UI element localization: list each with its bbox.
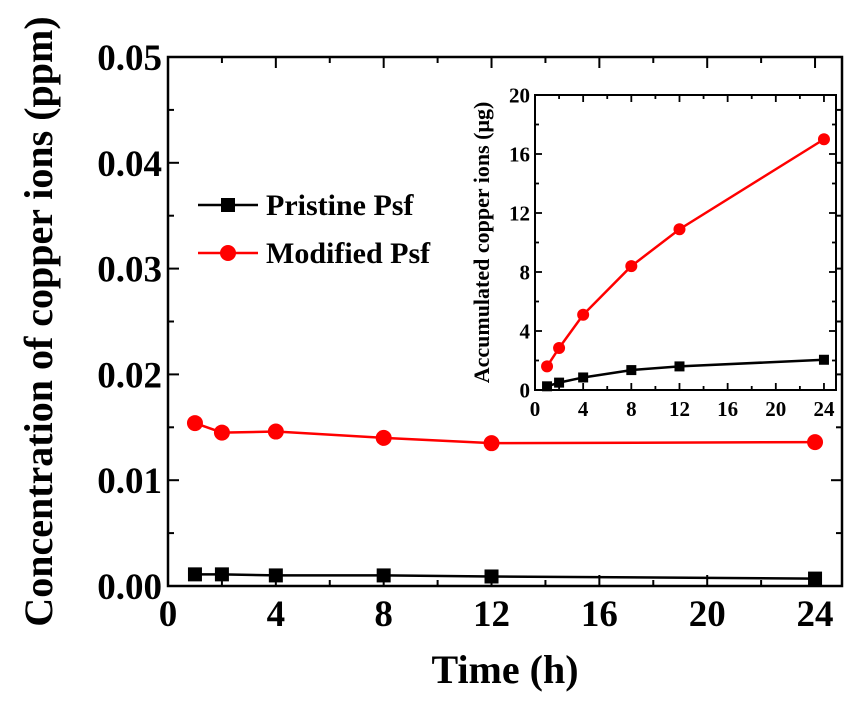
- x-tick-label: 16: [581, 594, 618, 635]
- legend-marker-circle: [220, 245, 236, 261]
- inset-data-point-circle: [817, 133, 830, 146]
- legend-label-0: Pristine Psf: [266, 189, 414, 222]
- inset-data-point-square: [818, 354, 829, 365]
- x-tick-label: 0: [159, 594, 178, 635]
- x-tick-label: 24: [797, 594, 834, 635]
- data-point-circle: [375, 429, 392, 446]
- inset-data-point-circle: [541, 360, 554, 373]
- data-point-square: [187, 567, 202, 582]
- inset-x-tick-label: 20: [765, 397, 786, 421]
- data-point-circle: [186, 415, 203, 432]
- inset-plot-frame: [534, 94, 837, 391]
- legend-label-1: Modified Psf: [266, 237, 431, 270]
- inset-x-tick-label: 8: [626, 397, 637, 421]
- y-tick-label: 0.04: [97, 144, 162, 185]
- inset-x-tick-label: 4: [578, 397, 589, 421]
- x-tick-label: 20: [689, 594, 726, 635]
- y-tick-label: 0.02: [97, 355, 162, 396]
- inset-data-point-square: [674, 361, 685, 372]
- inset-y-tick-label: 8: [520, 260, 531, 284]
- y-tick-label: 0.00: [97, 567, 162, 608]
- data-point-circle: [267, 423, 284, 440]
- inset-x-tick-label: 12: [669, 397, 690, 421]
- inset-data-point-circle: [577, 308, 590, 321]
- inset-x-tick-label: 0: [530, 397, 541, 421]
- x-tick-label: 12: [473, 594, 510, 635]
- y-tick-label: 0.03: [97, 250, 162, 291]
- inset-data-point-square: [578, 372, 589, 383]
- y-tick-label: 0.01: [97, 461, 162, 502]
- inset-y-tick-label: 20: [509, 83, 530, 107]
- inset-data-point-square: [626, 365, 637, 376]
- legend-marker-square: [221, 198, 235, 212]
- data-point-square: [268, 568, 283, 583]
- data-point-square: [484, 569, 499, 584]
- y-tick-label: 0.05: [97, 38, 162, 79]
- data-point-circle: [483, 435, 500, 452]
- inset-data-point-circle: [625, 260, 638, 273]
- inset-y-tick-label: 0: [520, 378, 531, 402]
- data-point-square: [808, 571, 823, 586]
- x-axis-title: Time (h): [431, 647, 578, 692]
- inset-y-tick-label: 4: [520, 319, 531, 343]
- inset-x-tick-label: 16: [717, 397, 738, 421]
- x-tick-label: 4: [267, 594, 286, 635]
- inset-data-point-square: [554, 377, 565, 388]
- data-point-square: [376, 568, 391, 583]
- inset-y-tick-label: 12: [509, 201, 530, 225]
- inset-data-point-circle: [673, 223, 686, 236]
- y-axis-title: Concentration of copper ions (ppm): [16, 16, 61, 626]
- inset-data-point-circle: [553, 341, 566, 354]
- inset-y-tick-label: 16: [509, 142, 530, 166]
- x-tick-label: 8: [374, 594, 393, 635]
- inset-data-point-square: [542, 381, 553, 392]
- inset-y-axis-title: Accumulated copper ions (μg): [469, 102, 494, 384]
- inset-x-tick-label: 24: [813, 397, 835, 421]
- data-point-circle: [213, 424, 230, 441]
- data-point-circle: [807, 434, 824, 451]
- data-point-square: [214, 567, 229, 582]
